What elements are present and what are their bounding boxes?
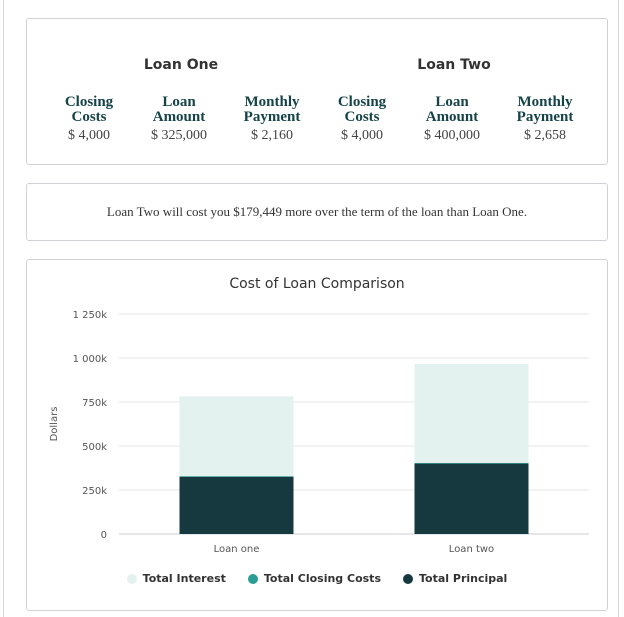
loan-two-loan-amount: Loan Amount $ 400,000	[407, 95, 497, 144]
stat-label-line2: Amount	[425, 109, 479, 125]
stat-label-line1: Monthly	[517, 94, 573, 110]
stat-value: $ 4,000	[341, 128, 383, 143]
stat-value: $ 2,658	[524, 128, 566, 143]
chart-title: Cost of Loan Comparison	[229, 276, 405, 292]
stat-label-line2: Costs	[344, 109, 380, 125]
stat-label-line2: Costs	[71, 109, 107, 125]
y-tick-label: 1 000k	[73, 354, 108, 365]
y-tick-label: 250k	[82, 486, 107, 497]
y-tick-label: 0	[101, 530, 107, 541]
y-tick-label: 500k	[82, 442, 107, 453]
x-tick-label: Loan one	[214, 544, 260, 555]
x-tick-label: Loan two	[449, 544, 494, 555]
bar-total-closing-costs	[179, 476, 294, 477]
y-axis-label: Dollars	[49, 407, 60, 442]
legend-item[interactable]: Total Principal	[403, 572, 507, 585]
legend-label: Total Closing Costs	[263, 572, 381, 585]
stat-value: $ 4,000	[68, 128, 110, 143]
loan-one-title: Loan One	[143, 57, 219, 73]
bar-total-principal	[414, 463, 529, 534]
bar-total-interest	[179, 396, 294, 477]
loan-comparison-card: Loan One Loan Two Closing Costs $ 4,000 …	[26, 18, 608, 165]
bar-total-interest	[414, 363, 529, 463]
loan-one-loan-amount: Loan Amount $ 325,000	[134, 95, 224, 144]
legend-item[interactable]: Total Interest	[126, 572, 226, 585]
stat-label-line1: Closing	[64, 94, 114, 110]
stat-label-line2: Amount	[152, 109, 206, 125]
stat-value: $ 400,000	[424, 128, 480, 143]
bar-total-principal	[179, 476, 294, 534]
stacked-bar-chart: 0 250k 500k 750k 1 000k 1 250k Dollars Loan one…	[49, 310, 589, 555]
legend-label: Total Interest	[142, 572, 226, 585]
loan-two-closing-costs: Closing Costs $ 4,000	[317, 95, 407, 144]
stat-label-line2: Payment	[243, 109, 301, 125]
stat-label-line1: Monthly	[244, 94, 300, 110]
legend-dot-icon	[126, 573, 137, 584]
cost-difference-text: Loan Two will cost you $179,449 more ove…	[106, 204, 528, 219]
legend-item[interactable]: Total Closing Costs	[247, 572, 381, 585]
chart-card: Cost of Loan Comparison 0 250k 500k 750k 1 0…	[26, 259, 608, 611]
stat-label-line1: Closing	[337, 94, 387, 110]
page-frame: Loan One Loan Two Closing Costs $ 4,000 …	[3, 0, 619, 617]
stat-label-line1: Loan	[162, 94, 196, 110]
chart-legend: Total Interest Total Closing Costs Total P…	[27, 572, 607, 585]
legend-dot-icon	[247, 573, 258, 584]
y-tick-label: 750k	[82, 398, 107, 409]
stat-label-line1: Loan	[435, 94, 469, 110]
loan-two-title: Loan Two	[417, 57, 491, 73]
bar-total-closing-costs	[414, 462, 529, 464]
stat-value: $ 325,000	[151, 128, 207, 143]
stat-value: $ 2,160	[251, 128, 293, 143]
stat-label-line2: Payment	[516, 109, 574, 125]
loan-one-closing-costs: Closing Costs $ 4,000	[44, 95, 134, 144]
y-tick-label: 1 250k	[73, 310, 108, 321]
legend-dot-icon	[403, 573, 413, 584]
summary-card: Loan Two will cost you $179,449 more ove…	[26, 183, 608, 241]
legend-label: Total Principal	[419, 572, 508, 585]
loan-two-monthly-payment: Monthly Payment $ 2,658	[500, 95, 590, 144]
loan-one-monthly-payment: Monthly Payment $ 2,160	[227, 95, 317, 144]
